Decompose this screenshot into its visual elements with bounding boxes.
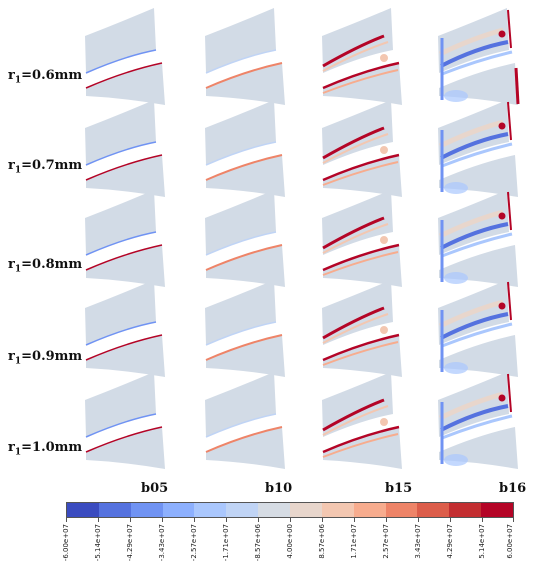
stress-spot [380,418,388,426]
colorbar-tick-label: -5.14e+07 [94,524,102,561]
colorbar-tick [418,518,419,522]
upper-body [322,190,393,255]
upper-body [85,372,156,437]
colorbar-tick-label: 1.71e+07 [350,524,358,559]
colorbar-tick-label: 4.00e+00 [286,524,294,559]
row-label-1: r1=0.6mm [8,68,82,86]
colorbar-tick-label: 5.14e+07 [478,524,486,559]
colorbar-tick-label: 8.57e+06 [318,524,326,559]
colorbar-segment [322,503,354,517]
upper-body [205,100,276,165]
column-label-b16: b16 [499,481,526,496]
column-label-b15: b15 [385,481,412,496]
upper-body [205,372,276,437]
stress-spot [380,54,388,62]
colorbar-tick-label: -2.57e+07 [190,524,198,561]
colorbar-tick [226,518,227,522]
colorbar-segment [194,503,226,517]
stress-spot [499,213,506,220]
upper-body [322,8,393,73]
upper-body [205,8,276,73]
lower-body [86,63,165,105]
upper-body [322,100,393,165]
colorbar-segment [386,503,418,517]
stress-band [516,68,518,104]
colorbar-segment [131,503,163,517]
stress-spot [444,362,468,374]
colorbar-segment [99,503,131,517]
stress-spot [499,395,506,402]
stress-spot [380,326,388,334]
row-label-3: r1=0.8mm [8,257,82,275]
colorbar-tick [322,518,323,522]
upper-body [205,190,276,255]
column-label-b05: b05 [141,481,168,496]
stress-spot [499,31,506,38]
colorbar-tick-label: 3.43e+07 [414,524,422,559]
upper-body [322,372,393,437]
colorbar-ticks: -6.00e+07 -5.14e+07 -4.29e+07 -3.43e+07 -2.5… [66,518,514,558]
lower-body [86,335,165,377]
upper-body [85,8,156,73]
stress-spot [499,123,506,130]
row-label-4: r1=0.9mm [8,349,82,367]
colorbar-tick [513,518,514,522]
colorbar-tick [450,518,451,522]
colorbar-tick [66,518,67,522]
colorbar-segment [449,503,481,517]
colorbar-tick [194,518,195,522]
stress-spot [444,182,468,194]
upper-body [85,280,156,345]
stress-spot [444,90,468,102]
colorbar-tick-label: -6.00e+07 [62,524,70,561]
colorbar-tick-label: 4.29e+07 [446,524,454,559]
colorbar-tick [162,518,163,522]
stress-spot [380,146,388,154]
upper-body [85,190,156,255]
colorbar-tick [130,518,131,522]
column-label-b10: b10 [265,481,292,496]
colorbar [66,502,514,518]
colorbar-segment [417,503,449,517]
colorbar-tick [98,518,99,522]
row-label-2: r1=0.7mm [8,158,82,176]
contour-panels [0,0,550,500]
colorbar-segment [290,503,322,517]
row-label-5: r1=1.0mm [8,440,82,458]
colorbar-tick [386,518,387,522]
colorbar-segment [67,503,99,517]
colorbar-tick [482,518,483,522]
colorbar-tick-label: 6.00e+07 [506,524,514,559]
colorbar-tick [258,518,259,522]
stress-spot [444,272,468,284]
stress-spot [444,454,468,466]
lower-body [86,427,165,469]
colorbar-segment [163,503,195,517]
colorbar-tick-label: -8.57e+06 [254,524,262,561]
colorbar-tick-label: -3.43e+07 [158,524,166,561]
colorbar-tick-label: -4.29e+07 [126,524,134,561]
colorbar-segment [258,503,290,517]
colorbar-tick-label: 2.57e+07 [382,524,390,559]
colorbar-tick-label: -1.71e+07 [222,524,230,561]
colorbar-tick [354,518,355,522]
colorbar-segment [481,503,513,517]
colorbar-segment [354,503,386,517]
upper-body [85,100,156,165]
stress-spot [499,303,506,310]
upper-body [322,280,393,345]
upper-body [205,280,276,345]
colorbar-tick [290,518,291,522]
stress-spot [380,236,388,244]
colorbar-segment [226,503,258,517]
